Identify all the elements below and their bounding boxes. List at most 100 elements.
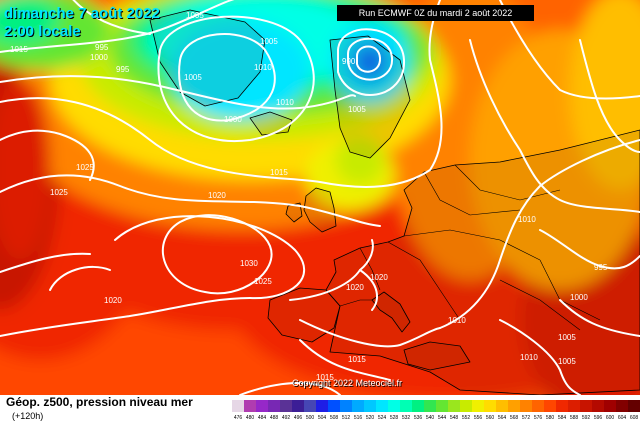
isobar-label: 1025 xyxy=(254,277,272,286)
color-scale-value: 600 xyxy=(605,415,615,421)
color-scale-swatch xyxy=(472,400,484,412)
color-scale-value: 544 xyxy=(437,415,447,421)
forecast-date: dimanche 7 août 2022 xyxy=(4,5,160,22)
color-scale-swatch xyxy=(448,400,460,412)
color-scale-value: 580 xyxy=(545,415,555,421)
color-scale-swatch xyxy=(532,400,544,412)
color-scale-value: 476 xyxy=(233,415,243,421)
color-scale-value: 572 xyxy=(521,415,531,421)
isobar-labels: 1005 995 1000 1015 995 1005 1010 1005 10… xyxy=(10,11,608,382)
color-scale-value: 552 xyxy=(461,415,471,421)
color-scale-value: 496 xyxy=(293,415,303,421)
color-scale-value: 528 xyxy=(389,415,399,421)
color-scale-swatch xyxy=(628,400,640,412)
map-canvas: 1005 995 1000 1015 995 1005 1010 1005 10… xyxy=(0,0,640,395)
copyright-notice: Copyright 2022 Meteociel.fr xyxy=(292,378,403,388)
color-scale-value: 484 xyxy=(257,415,267,421)
color-scale-value: 608 xyxy=(629,415,639,421)
isobar-label: 1020 xyxy=(208,191,226,200)
color-scale-value: 548 xyxy=(449,415,459,421)
country-borders xyxy=(339,164,601,331)
isobar-label: 995 xyxy=(594,263,608,272)
color-scale-swatch xyxy=(484,400,496,412)
color-scale-swatch xyxy=(352,400,364,412)
color-scale-swatch xyxy=(244,400,256,412)
color-scale-swatch xyxy=(328,400,340,412)
product-title: Géop. z500, pression niveau mer xyxy=(6,395,193,409)
color-scale-value: 504 xyxy=(317,415,327,421)
color-scale-swatch xyxy=(580,400,592,412)
color-scale-labels: 476 480 484 488 492 496 500 504 508 512 516 520 524 5… xyxy=(232,415,640,421)
weather-map: 1005 995 1000 1015 995 1005 1010 1005 10… xyxy=(0,0,640,395)
color-scale-swatch xyxy=(436,400,448,412)
isobars xyxy=(0,0,640,395)
color-scale-swatch xyxy=(268,400,280,412)
color-scale-swatch xyxy=(424,400,436,412)
color-scale-value: 592 xyxy=(581,415,591,421)
isobar-label: 1010 xyxy=(448,316,466,325)
isobar-label: 1010 xyxy=(520,353,538,362)
color-scale-swatch xyxy=(508,400,520,412)
isobar-label: 1025 xyxy=(76,163,94,172)
isobar-label: 1005 xyxy=(558,333,576,342)
color-scale-value: 520 xyxy=(365,415,375,421)
isobar-label: 1020 xyxy=(346,283,364,292)
isobar-label: 1000 xyxy=(90,53,108,62)
color-scale-swatch xyxy=(292,400,304,412)
color-scale-swatch xyxy=(604,400,616,412)
color-scale-swatch xyxy=(316,400,328,412)
color-scale-swatch xyxy=(556,400,568,412)
color-scale-value: 492 xyxy=(281,415,291,421)
isobar-label: 1010 xyxy=(254,63,272,72)
isobar-label: 1015 xyxy=(348,355,366,364)
forecast-local-time: 2:00 locale xyxy=(4,23,81,40)
color-scale-swatch xyxy=(544,400,556,412)
isobar-label: 1015 xyxy=(10,45,28,54)
model-run-label: Run ECMWF 0Z du mardi 2 août 2022 xyxy=(337,5,534,21)
color-scale-swatch xyxy=(592,400,604,412)
color-scale-swatch xyxy=(232,400,244,412)
color-scale-value: 512 xyxy=(341,415,351,421)
color-scale-value: 516 xyxy=(353,415,363,421)
color-scale-swatch xyxy=(616,400,628,412)
isobar-label: 1015 xyxy=(316,373,334,382)
legend-bar: Géop. z500, pression niveau mer (+120h) … xyxy=(0,395,640,427)
color-scale-value: 596 xyxy=(593,415,603,421)
color-scale-value: 588 xyxy=(569,415,579,421)
color-scale-value: 560 xyxy=(485,415,495,421)
isobar-label: 1020 xyxy=(104,296,122,305)
color-scale-value: 508 xyxy=(329,415,339,421)
isobar-label: 1000 xyxy=(224,115,242,124)
color-scale-value: 524 xyxy=(377,415,387,421)
color-scale-value: 480 xyxy=(245,415,255,421)
isobar-label: 1005 xyxy=(186,11,204,20)
color-scale-swatch xyxy=(568,400,580,412)
color-scale-swatch xyxy=(460,400,472,412)
color-scale-swatch xyxy=(340,400,352,412)
isobar-label: 990 xyxy=(342,57,356,66)
color-scale-value: 576 xyxy=(533,415,543,421)
color-scale-value: 532 xyxy=(401,415,411,421)
isobar-label: 1020 xyxy=(370,273,388,282)
color-scale-value: 584 xyxy=(557,415,567,421)
isobar-label: 1005 xyxy=(558,357,576,366)
isobar-label: 995 xyxy=(116,65,130,74)
color-scale-swatch xyxy=(256,400,268,412)
color-scale-swatch xyxy=(400,400,412,412)
color-scale-value: 536 xyxy=(413,415,423,421)
color-scale-value: 556 xyxy=(473,415,483,421)
color-scale-value: 604 xyxy=(617,415,627,421)
color-scale-value: 564 xyxy=(497,415,507,421)
isobar-label: 1025 xyxy=(50,188,68,197)
isobar-label: 1010 xyxy=(518,215,536,224)
color-scale-swatch xyxy=(364,400,376,412)
isobar-label: 1005 xyxy=(348,105,366,114)
color-scale-swatch xyxy=(280,400,292,412)
color-scale-value: 568 xyxy=(509,415,519,421)
color-scale-value: 488 xyxy=(269,415,279,421)
color-scale-value: 500 xyxy=(305,415,315,421)
lead-time: (+120h) xyxy=(12,411,44,421)
color-scale-swatch xyxy=(388,400,400,412)
isobar-label: 1005 xyxy=(184,73,202,82)
isobar-label: 1015 xyxy=(270,168,288,177)
